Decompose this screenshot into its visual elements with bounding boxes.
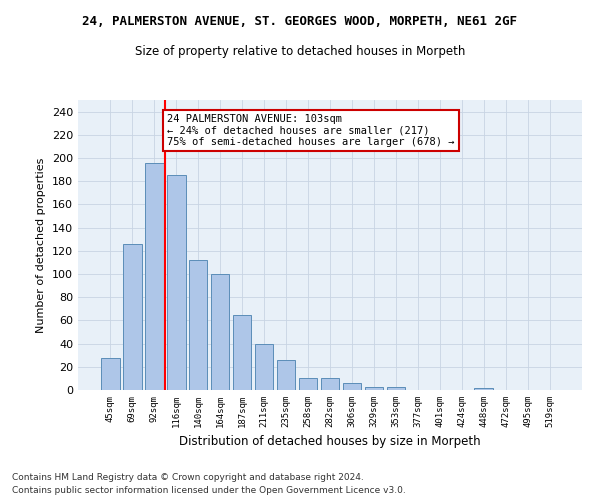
Bar [343, 383, 361, 390]
Bar [101, 358, 119, 390]
Bar [211, 274, 229, 390]
Bar [233, 314, 251, 390]
Y-axis label: Number of detached properties: Number of detached properties [37, 158, 46, 332]
X-axis label: Distribution of detached houses by size in Morpeth: Distribution of detached houses by size … [179, 436, 481, 448]
Text: 24 PALMERSTON AVENUE: 103sqm
← 24% of detached houses are smaller (217)
75% of s: 24 PALMERSTON AVENUE: 103sqm ← 24% of de… [167, 114, 455, 147]
Text: Contains public sector information licensed under the Open Government Licence v3: Contains public sector information licen… [12, 486, 406, 495]
Bar [299, 378, 317, 390]
Bar [189, 260, 208, 390]
Bar [365, 386, 383, 390]
Bar [320, 378, 340, 390]
Bar [277, 360, 295, 390]
Text: Size of property relative to detached houses in Morpeth: Size of property relative to detached ho… [135, 45, 465, 58]
Bar [167, 176, 185, 390]
Text: 24, PALMERSTON AVENUE, ST. GEORGES WOOD, MORPETH, NE61 2GF: 24, PALMERSTON AVENUE, ST. GEORGES WOOD,… [83, 15, 517, 28]
Bar [386, 386, 405, 390]
Bar [123, 244, 142, 390]
Bar [255, 344, 274, 390]
Text: Contains HM Land Registry data © Crown copyright and database right 2024.: Contains HM Land Registry data © Crown c… [12, 472, 364, 482]
Bar [145, 162, 164, 390]
Bar [475, 388, 493, 390]
